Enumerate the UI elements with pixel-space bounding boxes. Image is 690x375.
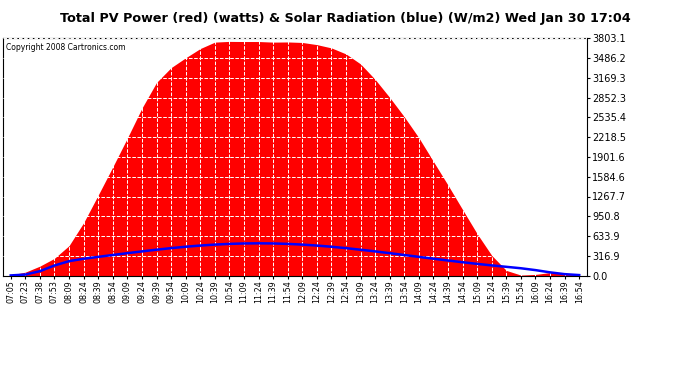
Text: Copyright 2008 Cartronics.com: Copyright 2008 Cartronics.com xyxy=(6,43,126,52)
Text: Total PV Power (red) (watts) & Solar Radiation (blue) (W/m2) Wed Jan 30 17:04: Total PV Power (red) (watts) & Solar Rad… xyxy=(59,12,631,26)
